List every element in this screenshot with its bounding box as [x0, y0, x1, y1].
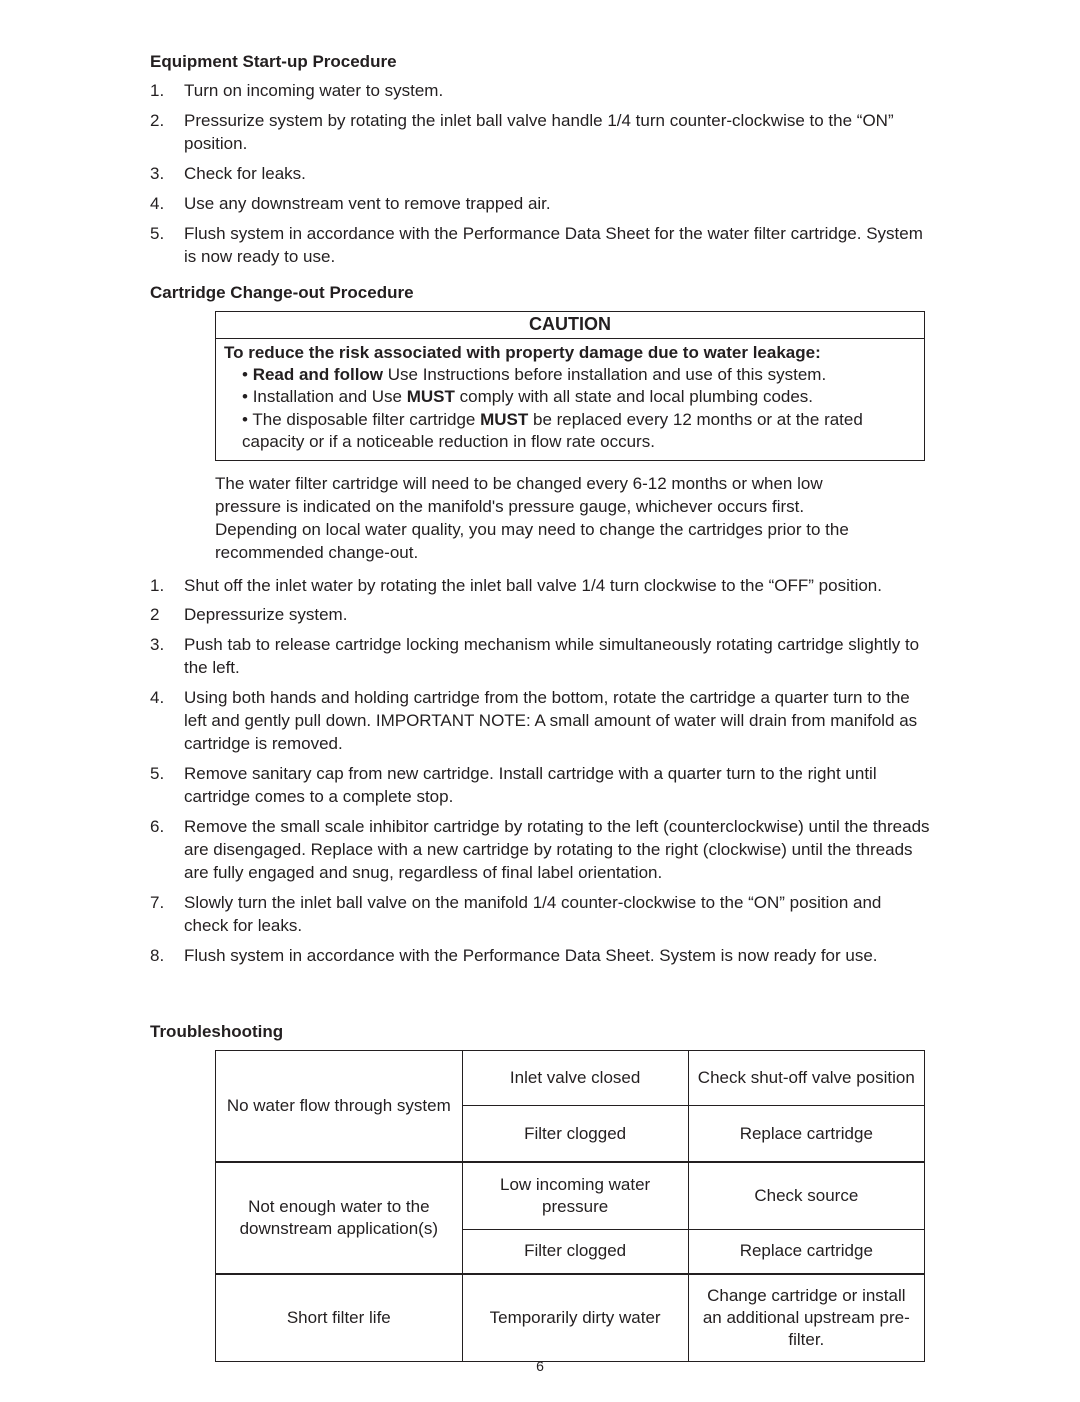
caution-item: Installation and Use MUST comply with al…	[242, 386, 916, 408]
list-item: 4.Use any downstream vent to remove trap…	[150, 193, 930, 216]
problem-cell: Not enough water to the downstream appli…	[216, 1162, 463, 1274]
caution-item: Read and follow Use Instructions before …	[242, 364, 916, 386]
list-item: 5.Remove sanitary cap from new cartridge…	[150, 763, 930, 809]
list-number: 7.	[150, 892, 184, 938]
fix-cell: Check source	[688, 1162, 924, 1229]
list-item: 7.Slowly turn the inlet ball valve on th…	[150, 892, 930, 938]
document-page: Equipment Start-up Procedure 1.Turn on i…	[0, 0, 1080, 1402]
cause-cell: Filter clogged	[462, 1229, 688, 1274]
list-number: 4.	[150, 687, 184, 756]
caution-list: Read and follow Use Instructions before …	[224, 364, 916, 454]
list-text: Turn on incoming water to system.	[184, 80, 930, 103]
changeout-intro: The water filter cartridge will need to …	[215, 473, 865, 565]
table-row: Short filter lifeTemporarily dirty water…	[216, 1274, 925, 1362]
troubleshoot-heading: Troubleshooting	[150, 1022, 930, 1042]
list-item: 3.Check for leaks.	[150, 163, 930, 186]
caution-lead: To reduce the risk associated with prope…	[224, 343, 821, 362]
list-text: Pressurize system by rotating the inlet …	[184, 110, 930, 156]
startup-list: 1.Turn on incoming water to system.2.Pre…	[150, 80, 930, 269]
list-text: Depressurize system.	[184, 604, 930, 627]
list-number: 2.	[150, 110, 184, 156]
list-item: 6.Remove the small scale inhibitor cartr…	[150, 816, 930, 885]
list-text: Slowly turn the inlet ball valve on the …	[184, 892, 930, 938]
list-text: Using both hands and holding cartridge f…	[184, 687, 930, 756]
list-text: Flush system in accordance with the Perf…	[184, 945, 930, 968]
list-text: Shut off the inlet water by rotating the…	[184, 575, 930, 598]
list-number: 4.	[150, 193, 184, 216]
list-number: 5.	[150, 763, 184, 809]
fix-cell: Replace cartridge	[688, 1106, 924, 1162]
list-number: 5.	[150, 223, 184, 269]
list-item: 1.Shut off the inlet water by rotating t…	[150, 575, 930, 598]
cause-cell: Filter clogged	[462, 1106, 688, 1162]
troubleshoot-table: No water flow through systemInlet valve …	[215, 1050, 925, 1363]
list-item: 5.Flush system in accordance with the Pe…	[150, 223, 930, 269]
list-text: Check for leaks.	[184, 163, 930, 186]
list-text: Remove the small scale inhibitor cartrid…	[184, 816, 930, 885]
caution-box: CAUTION To reduce the risk associated wi…	[215, 311, 925, 461]
list-item: 8.Flush system in accordance with the Pe…	[150, 945, 930, 968]
caution-body: To reduce the risk associated with prope…	[216, 339, 924, 460]
list-item: 2.Pressurize system by rotating the inle…	[150, 110, 930, 156]
list-text: Remove sanitary cap from new cartridge. …	[184, 763, 930, 809]
startup-heading: Equipment Start-up Procedure	[150, 52, 930, 72]
problem-cell: Short filter life	[216, 1274, 463, 1362]
caution-item: The disposable filter cartridge MUST be …	[242, 409, 916, 454]
list-text: Push tab to release cartridge locking me…	[184, 634, 930, 680]
list-text: Use any downstream vent to remove trappe…	[184, 193, 930, 216]
list-number: 3.	[150, 634, 184, 680]
table-row: No water flow through systemInlet valve …	[216, 1050, 925, 1106]
list-number: 3.	[150, 163, 184, 186]
fix-cell: Replace cartridge	[688, 1229, 924, 1274]
list-item: 2Depressurize system.	[150, 604, 930, 627]
list-item: 1.Turn on incoming water to system.	[150, 80, 930, 103]
list-item: 3.Push tab to release cartridge locking …	[150, 634, 930, 680]
list-number: 1.	[150, 575, 184, 598]
list-number: 6.	[150, 816, 184, 885]
changeout-heading: Cartridge Change-out Procedure	[150, 283, 930, 303]
list-number: 8.	[150, 945, 184, 968]
cause-cell: Inlet valve closed	[462, 1050, 688, 1106]
fix-cell: Check shut-off valve position	[688, 1050, 924, 1106]
page-number: 6	[0, 1358, 1080, 1374]
list-item: 4.Using both hands and holding cartridge…	[150, 687, 930, 756]
list-text: Flush system in accordance with the Perf…	[184, 223, 930, 269]
problem-cell: No water flow through system	[216, 1050, 463, 1162]
changeout-list: 1.Shut off the inlet water by rotating t…	[150, 575, 930, 968]
fix-cell: Change cartridge or install an additiona…	[688, 1274, 924, 1362]
list-number: 2	[150, 604, 184, 627]
cause-cell: Temporarily dirty water	[462, 1274, 688, 1362]
table-row: Not enough water to the downstream appli…	[216, 1162, 925, 1229]
caution-title: CAUTION	[216, 312, 924, 339]
cause-cell: Low incoming water pressure	[462, 1162, 688, 1229]
list-number: 1.	[150, 80, 184, 103]
